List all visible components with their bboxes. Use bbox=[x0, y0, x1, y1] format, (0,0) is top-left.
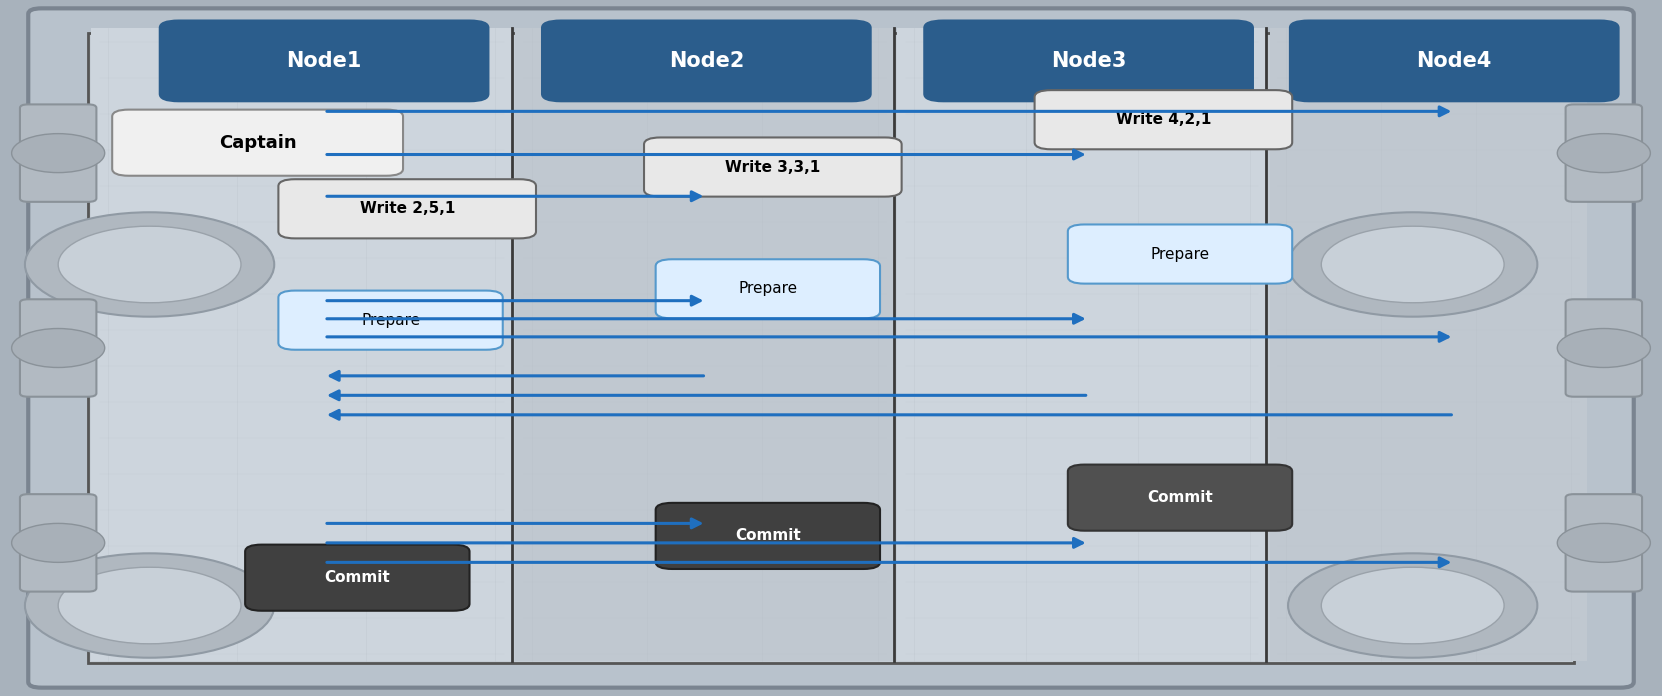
Text: Node1: Node1 bbox=[286, 51, 362, 71]
FancyBboxPatch shape bbox=[113, 109, 402, 176]
Text: Commit: Commit bbox=[324, 570, 391, 585]
FancyBboxPatch shape bbox=[1034, 90, 1293, 150]
FancyBboxPatch shape bbox=[897, 28, 1266, 661]
Text: Commit: Commit bbox=[1147, 490, 1213, 505]
FancyBboxPatch shape bbox=[1566, 494, 1642, 592]
FancyBboxPatch shape bbox=[1290, 19, 1619, 102]
Circle shape bbox=[12, 523, 105, 562]
FancyBboxPatch shape bbox=[20, 494, 96, 592]
Circle shape bbox=[1557, 523, 1650, 562]
Circle shape bbox=[25, 212, 274, 317]
Text: Write 4,2,1: Write 4,2,1 bbox=[1115, 112, 1212, 127]
FancyBboxPatch shape bbox=[279, 180, 535, 238]
Text: Prepare: Prepare bbox=[1150, 246, 1210, 262]
FancyBboxPatch shape bbox=[1566, 104, 1642, 202]
FancyBboxPatch shape bbox=[88, 33, 1574, 663]
Circle shape bbox=[1288, 553, 1537, 658]
FancyBboxPatch shape bbox=[28, 8, 1634, 688]
FancyBboxPatch shape bbox=[20, 104, 96, 202]
Circle shape bbox=[1321, 567, 1504, 644]
Circle shape bbox=[58, 226, 241, 303]
Circle shape bbox=[12, 134, 105, 173]
Text: Prepare: Prepare bbox=[738, 281, 798, 296]
FancyBboxPatch shape bbox=[1069, 465, 1293, 531]
Text: Commit: Commit bbox=[735, 528, 801, 544]
Circle shape bbox=[12, 329, 105, 367]
Text: Captain: Captain bbox=[219, 134, 296, 152]
FancyBboxPatch shape bbox=[655, 260, 881, 319]
FancyBboxPatch shape bbox=[160, 19, 489, 102]
FancyBboxPatch shape bbox=[1566, 299, 1642, 397]
FancyBboxPatch shape bbox=[1069, 224, 1293, 284]
Circle shape bbox=[1288, 212, 1537, 317]
Text: Node4: Node4 bbox=[1416, 51, 1492, 71]
FancyBboxPatch shape bbox=[1270, 28, 1587, 661]
FancyBboxPatch shape bbox=[246, 544, 469, 611]
Circle shape bbox=[25, 553, 274, 658]
Text: Write 2,5,1: Write 2,5,1 bbox=[359, 201, 455, 216]
FancyBboxPatch shape bbox=[20, 299, 96, 397]
FancyBboxPatch shape bbox=[279, 291, 502, 349]
Circle shape bbox=[1557, 134, 1650, 173]
FancyBboxPatch shape bbox=[655, 503, 881, 569]
FancyBboxPatch shape bbox=[91, 28, 512, 661]
FancyBboxPatch shape bbox=[515, 28, 894, 661]
Text: Node3: Node3 bbox=[1050, 51, 1127, 71]
FancyBboxPatch shape bbox=[645, 138, 901, 196]
Circle shape bbox=[58, 567, 241, 644]
Text: Prepare: Prepare bbox=[361, 313, 420, 328]
FancyBboxPatch shape bbox=[542, 19, 871, 102]
FancyBboxPatch shape bbox=[924, 19, 1253, 102]
Circle shape bbox=[1557, 329, 1650, 367]
Text: Write 3,3,1: Write 3,3,1 bbox=[725, 159, 821, 175]
Circle shape bbox=[1321, 226, 1504, 303]
Text: Node2: Node2 bbox=[668, 51, 745, 71]
